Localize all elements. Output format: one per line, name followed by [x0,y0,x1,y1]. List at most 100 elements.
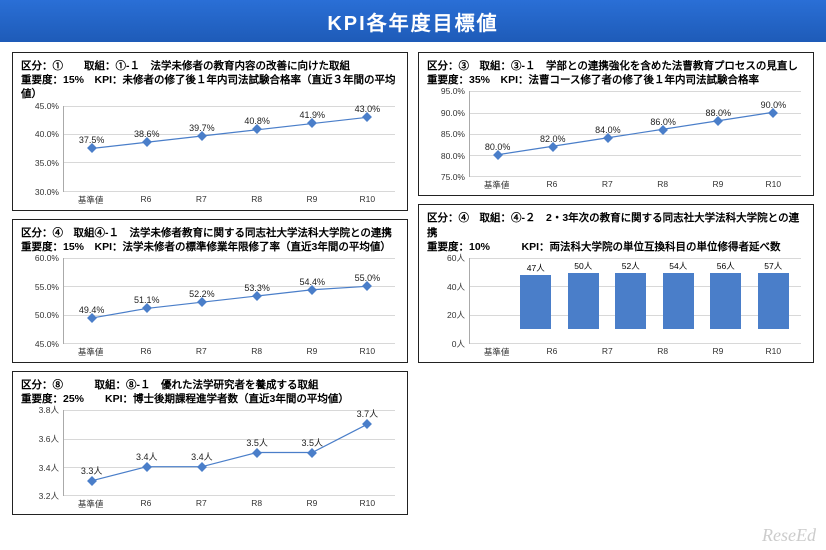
y-tick-label: 55.0% [35,282,59,292]
y-tick-label: 3.6人 [39,433,59,445]
y-axis: 0人20人40人60人 [427,258,467,344]
x-axis: 基準値R6R7R8R9R10 [63,194,395,206]
x-tick-label: R8 [229,346,284,358]
bar [758,273,789,329]
x-tick-label: R9 [690,179,745,191]
data-label: 43.0% [355,104,381,114]
bar-slot: 52人 [607,260,655,329]
bar-slot: 56人 [702,260,750,329]
x-axis: 基準値R6R7R8R9R10 [469,346,801,358]
panel-header: 区分：③ 取組：③-１ 学部との連携強化を含めた法曹教育プロセスの見直し重要度：… [427,59,805,87]
data-label: 37.5% [79,135,105,145]
data-label: 54.4% [299,277,325,287]
y-tick-label: 0人 [452,338,465,350]
plot-area: 3.3人3.4人3.4人3.5人3.5人3.7人 [63,410,395,496]
x-tick-label: R10 [746,179,801,191]
right-column: 区分：③ 取組：③-１ 学部との連携強化を含めた法曹教育プロセスの見直し重要度：… [418,52,814,515]
y-axis: 75.0%80.0%85.0%90.0%95.0% [427,91,467,177]
panel-1: 区分：① 取組：①-１ 法学未修者の教育内容の改善に向けた取組重要度：15% K… [12,52,408,211]
grid-line [470,176,801,177]
plot-area: 47人 50人 52人 54人 56人 57人 [469,258,801,344]
data-label: 52人 [622,260,640,272]
y-axis: 45.0%50.0%55.0%60.0% [21,258,61,344]
x-tick-label: R7 [580,346,635,358]
data-label: 41.9% [299,110,325,120]
data-label: 84.0% [595,125,621,135]
y-tick-label: 90.0% [441,108,465,118]
page-title: KPI各年度目標値 [327,7,498,36]
data-label: 3.7人 [357,407,379,420]
data-label: 82.0% [540,134,566,144]
grid-line [64,191,395,192]
bar-slot: 47人 [512,260,560,329]
data-label: 88.0% [705,108,731,118]
panel-header: 区分：① 取組：①-１ 法学未修者の教育内容の改善に向けた取組重要度：15% K… [21,59,399,102]
grid-line [64,495,395,496]
y-tick-label: 50.0% [35,310,59,320]
x-tick-label: 基準値 [469,346,524,358]
x-tick-label: 基準値 [63,498,118,510]
data-label: 55.0% [355,273,381,283]
panel-header: 区分：④ 取組④-１ 法学未修者教育に関する同志社大学法科大学院との連携重要度：… [21,226,399,254]
x-tick-label: R6 [118,346,173,358]
data-label: 50人 [574,260,592,272]
y-tick-label: 40人 [447,281,465,293]
x-tick-label: R6 [118,194,173,206]
x-tick-label: R6 [524,346,579,358]
data-label: 38.6% [134,129,160,139]
plot-area: 80.0%82.0%84.0%86.0%88.0%90.0% [469,91,801,177]
y-tick-label: 30.0% [35,187,59,197]
bar-slot: 50人 [560,260,608,329]
data-label: 53.3% [244,283,270,293]
y-tick-label: 40.0% [35,129,59,139]
left-column: 区分：① 取組：①-１ 法学未修者の教育内容の改善に向けた取組重要度：15% K… [12,52,408,515]
data-label: 39.7% [189,123,215,133]
x-tick-label: 基準値 [63,194,118,206]
x-tick-label: R7 [174,346,229,358]
line-path [64,410,395,495]
y-tick-label: 60.0% [35,253,59,263]
data-label: 3.4人 [136,450,158,463]
y-axis: 3.2人3.4人3.6人3.8人 [21,410,61,496]
y-tick-label: 95.0% [441,86,465,96]
bar [615,273,646,329]
grid-line [64,343,395,344]
x-tick-label: R10 [340,194,395,206]
x-tick-label: R7 [580,179,635,191]
watermark: ReseEd [762,525,816,546]
x-axis: 基準値R6R7R8R9R10 [469,179,801,191]
panel-4: 区分：④ 取組：④-２ 2・3年次の教育に関する同志社大学法科大学院との連携重要… [418,204,814,363]
y-tick-label: 3.4人 [39,462,59,474]
y-tick-label: 35.0% [35,158,59,168]
x-tick-label: R9 [284,498,339,510]
data-label: 3.5人 [301,436,323,449]
data-label: 86.0% [650,117,676,127]
grid-line [470,258,801,259]
x-tick-label: R8 [229,194,284,206]
panel-header: 区分：④ 取組：④-２ 2・3年次の教育に関する同志社大学法科大学院との連携重要… [427,211,805,254]
x-tick-label: R7 [174,194,229,206]
data-label: 56人 [717,260,735,272]
line-path [64,106,395,191]
x-tick-label: R8 [635,346,690,358]
x-tick-label: R10 [340,346,395,358]
bar-slot: 57人 [750,260,798,329]
x-tick-label: R9 [284,194,339,206]
panel-header: 区分：⑧ 取組：⑧-１ 優れた法学研究者を養成する取組重要度：25% KPI：博… [21,378,399,406]
plot-area: 49.4%51.1%52.2%53.3%54.4%55.0% [63,258,395,344]
y-tick-label: 80.0% [441,151,465,161]
grid-line [470,343,801,344]
data-label: 80.0% [485,142,511,152]
data-label: 49.4% [79,305,105,315]
data-label: 47人 [527,262,545,274]
y-tick-label: 75.0% [441,172,465,182]
x-tick-label: 基準値 [63,346,118,358]
y-tick-label: 3.2人 [39,490,59,502]
line-path [470,91,801,176]
bar-slot: 54人 [655,260,703,329]
x-tick-label: R6 [118,498,173,510]
line-path [64,258,395,343]
bar [568,273,599,329]
x-axis: 基準値R6R7R8R9R10 [63,346,395,358]
chart: 45.0%50.0%55.0%60.0%49.4%51.1%52.2%53.3%… [21,258,399,358]
